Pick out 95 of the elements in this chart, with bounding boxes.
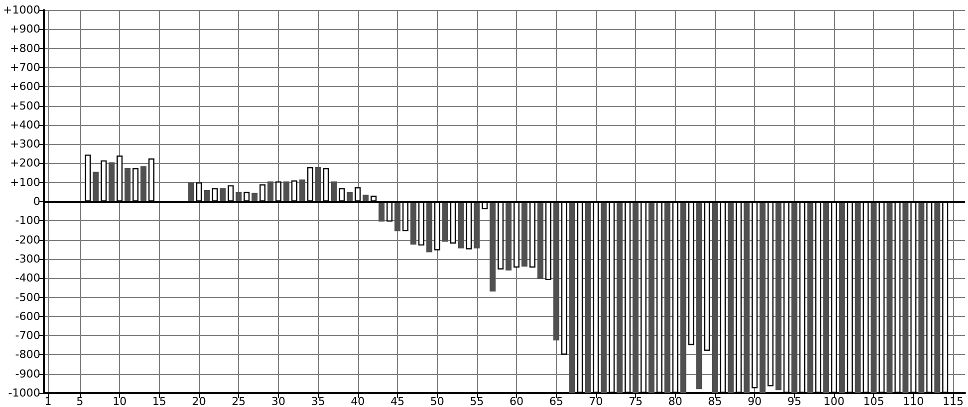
bar bbox=[696, 202, 702, 390]
x-tick-label: 70 bbox=[588, 395, 603, 407]
bar bbox=[664, 202, 670, 393]
x-tick-label: 80 bbox=[668, 395, 682, 407]
x-tick-label: 15 bbox=[152, 395, 166, 407]
y-tick-label: -1000 bbox=[8, 386, 40, 400]
y-tick-label: +300 bbox=[10, 138, 40, 151]
bar bbox=[283, 181, 290, 202]
bar bbox=[569, 202, 576, 393]
y-tick-label: -600 bbox=[15, 310, 40, 323]
x-tick-label: 100 bbox=[824, 395, 845, 407]
y-tick-label: -500 bbox=[15, 290, 40, 304]
bar bbox=[490, 202, 496, 292]
x-tick-label: 40 bbox=[350, 395, 365, 407]
bar bbox=[744, 202, 750, 393]
bar bbox=[506, 202, 512, 270]
x-tick-label: 105 bbox=[863, 395, 884, 407]
bar bbox=[553, 202, 560, 340]
bar bbox=[616, 202, 623, 393]
bar bbox=[537, 202, 544, 280]
bar bbox=[760, 202, 766, 393]
y-tick-label: +900 bbox=[10, 22, 40, 36]
bar bbox=[584, 202, 591, 393]
x-tick-label: 65 bbox=[549, 395, 564, 407]
x-tick-label: 75 bbox=[628, 395, 643, 407]
bar bbox=[426, 202, 432, 252]
bar bbox=[362, 194, 369, 202]
bar bbox=[267, 181, 274, 202]
y-tick-label: 0 bbox=[33, 195, 40, 208]
y-tick-label: +400 bbox=[10, 118, 40, 132]
bar bbox=[854, 202, 861, 393]
bar bbox=[442, 202, 448, 242]
bar bbox=[299, 179, 306, 202]
bar bbox=[474, 202, 480, 248]
x-tick-label: 30 bbox=[271, 395, 286, 407]
bar bbox=[458, 202, 464, 248]
bar bbox=[521, 202, 528, 267]
bar bbox=[600, 202, 607, 393]
y-tick-label: -300 bbox=[15, 252, 40, 266]
x-tick-label: 95 bbox=[787, 395, 802, 407]
bar bbox=[92, 172, 99, 202]
bar bbox=[236, 192, 242, 202]
bar bbox=[918, 202, 924, 393]
x-tick-label: 85 bbox=[708, 395, 722, 407]
bar bbox=[252, 192, 258, 202]
y-tick-label: +500 bbox=[10, 99, 40, 112]
bar bbox=[124, 168, 131, 202]
bar bbox=[934, 202, 940, 393]
bar bbox=[712, 202, 718, 393]
y-tick-label: -800 bbox=[15, 348, 40, 362]
bar bbox=[188, 182, 194, 202]
x-tick-label: 35 bbox=[311, 395, 326, 407]
bar bbox=[902, 202, 908, 393]
x-tick-label: 90 bbox=[748, 395, 762, 407]
y-tick-label: -400 bbox=[15, 272, 40, 285]
bar bbox=[204, 190, 210, 202]
y-tick-label: -100 bbox=[15, 214, 40, 228]
x-tick-label: 115 bbox=[942, 395, 964, 407]
bar bbox=[220, 188, 226, 202]
bar bbox=[394, 202, 400, 232]
bar bbox=[648, 202, 654, 393]
bar bbox=[108, 162, 115, 202]
x-tick-label: 25 bbox=[232, 395, 246, 407]
bar bbox=[775, 202, 782, 390]
bar bbox=[823, 202, 830, 393]
y-tick-label: -900 bbox=[15, 367, 40, 380]
x-tick-label: 55 bbox=[470, 395, 484, 407]
bar bbox=[140, 166, 146, 202]
bar bbox=[410, 202, 416, 245]
y-tick-label: -700 bbox=[15, 329, 40, 342]
x-tick-label: 10 bbox=[112, 395, 127, 407]
bar bbox=[886, 202, 893, 393]
bar bbox=[680, 202, 686, 393]
x-tick-label: 110 bbox=[902, 395, 924, 407]
y-tick-label: -200 bbox=[15, 233, 40, 246]
bar bbox=[632, 202, 639, 393]
bar bbox=[838, 202, 845, 393]
x-tick-label: 45 bbox=[390, 395, 404, 407]
y-tick-label: +200 bbox=[10, 156, 40, 170]
bar bbox=[791, 202, 798, 393]
bar bbox=[728, 202, 734, 393]
x-tick-label: 50 bbox=[430, 395, 444, 407]
bar bbox=[330, 181, 337, 202]
y-tick-label: +100 bbox=[10, 176, 40, 189]
y-tick-label: +700 bbox=[10, 60, 40, 74]
bar bbox=[870, 202, 877, 393]
y-tick-label: +1000 bbox=[2, 4, 40, 16]
y-tick-label: +800 bbox=[10, 42, 40, 55]
x-tick-label: 60 bbox=[510, 395, 524, 407]
x-tick-label: 20 bbox=[192, 395, 206, 407]
bar bbox=[315, 167, 322, 202]
bar bbox=[346, 192, 353, 202]
bar bbox=[378, 202, 385, 222]
y-tick-label: +600 bbox=[10, 80, 40, 94]
bar bbox=[807, 202, 814, 393]
